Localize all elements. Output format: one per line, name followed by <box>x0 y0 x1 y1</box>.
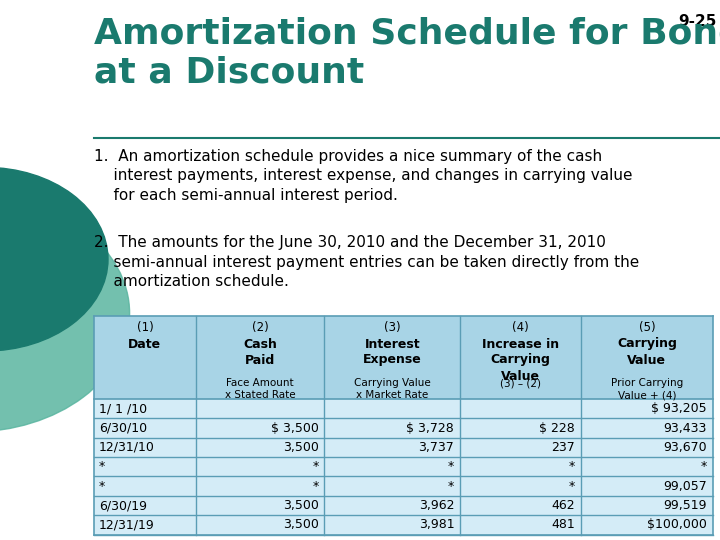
Text: Prior Carrying
Value + (4): Prior Carrying Value + (4) <box>611 379 683 400</box>
Text: *: * <box>569 460 575 473</box>
Text: 12/31/19: 12/31/19 <box>99 518 154 531</box>
Text: 12/31/10: 12/31/10 <box>99 441 155 454</box>
Text: (3): (3) <box>384 321 400 334</box>
Text: 237: 237 <box>552 441 575 454</box>
Text: Interest
Expense: Interest Expense <box>363 338 422 367</box>
Text: *: * <box>569 480 575 492</box>
Text: 6/30/10: 6/30/10 <box>99 422 147 435</box>
Text: Date: Date <box>128 338 161 350</box>
Text: 3,981: 3,981 <box>418 518 454 531</box>
Text: 1.  An amortization schedule provides a nice summary of the cash
    interest pa: 1. An amortization schedule provides a n… <box>94 148 632 203</box>
Text: 481: 481 <box>552 518 575 531</box>
Text: 93,433: 93,433 <box>664 422 707 435</box>
Text: (5): (5) <box>639 321 655 334</box>
Text: 9-25: 9-25 <box>678 14 716 29</box>
Circle shape <box>0 167 108 351</box>
Text: Increase in
Carrying
Value: Increase in Carrying Value <box>482 338 559 382</box>
Text: *: * <box>448 460 454 473</box>
Text: 3,500: 3,500 <box>283 499 319 512</box>
Text: Amortization Schedule for Bonds Issued
at a Discount: Amortization Schedule for Bonds Issued a… <box>94 16 720 90</box>
Text: $ 3,728: $ 3,728 <box>407 422 454 435</box>
Circle shape <box>0 194 130 432</box>
Text: 462: 462 <box>552 499 575 512</box>
Text: Cash
Paid: Cash Paid <box>243 338 277 367</box>
FancyBboxPatch shape <box>94 399 713 535</box>
Text: Face Amount
x Stated Rate: Face Amount x Stated Rate <box>225 379 296 400</box>
Text: (1): (1) <box>137 321 153 334</box>
Text: (3) – (2): (3) – (2) <box>500 379 541 388</box>
Text: (2): (2) <box>252 321 269 334</box>
Text: *: * <box>312 480 319 492</box>
Text: Carrying Value
x Market Rate: Carrying Value x Market Rate <box>354 379 431 400</box>
Text: *: * <box>701 460 707 473</box>
Text: $ 3,500: $ 3,500 <box>271 422 319 435</box>
Text: Carrying
Value: Carrying Value <box>617 338 677 367</box>
Text: $100,000: $100,000 <box>647 518 707 531</box>
Text: $ 93,205: $ 93,205 <box>652 402 707 415</box>
Text: *: * <box>448 480 454 492</box>
Text: 2.  The amounts for the June 30, 2010 and the December 31, 2010
    semi-annual : 2. The amounts for the June 30, 2010 and… <box>94 235 639 289</box>
FancyBboxPatch shape <box>94 316 713 399</box>
Text: 93,670: 93,670 <box>663 441 707 454</box>
Text: 3,737: 3,737 <box>418 441 454 454</box>
Text: 99,057: 99,057 <box>663 480 707 492</box>
Text: $ 228: $ 228 <box>539 422 575 435</box>
Text: 3,962: 3,962 <box>419 499 454 512</box>
Text: 3,500: 3,500 <box>283 518 319 531</box>
Text: 1/ 1 /10: 1/ 1 /10 <box>99 402 147 415</box>
Text: 6/30/19: 6/30/19 <box>99 499 147 512</box>
Text: *: * <box>99 480 105 492</box>
Text: *: * <box>99 460 105 473</box>
Text: 99,519: 99,519 <box>664 499 707 512</box>
Text: (4): (4) <box>512 321 528 334</box>
Text: *: * <box>312 460 319 473</box>
Text: 3,500: 3,500 <box>283 441 319 454</box>
